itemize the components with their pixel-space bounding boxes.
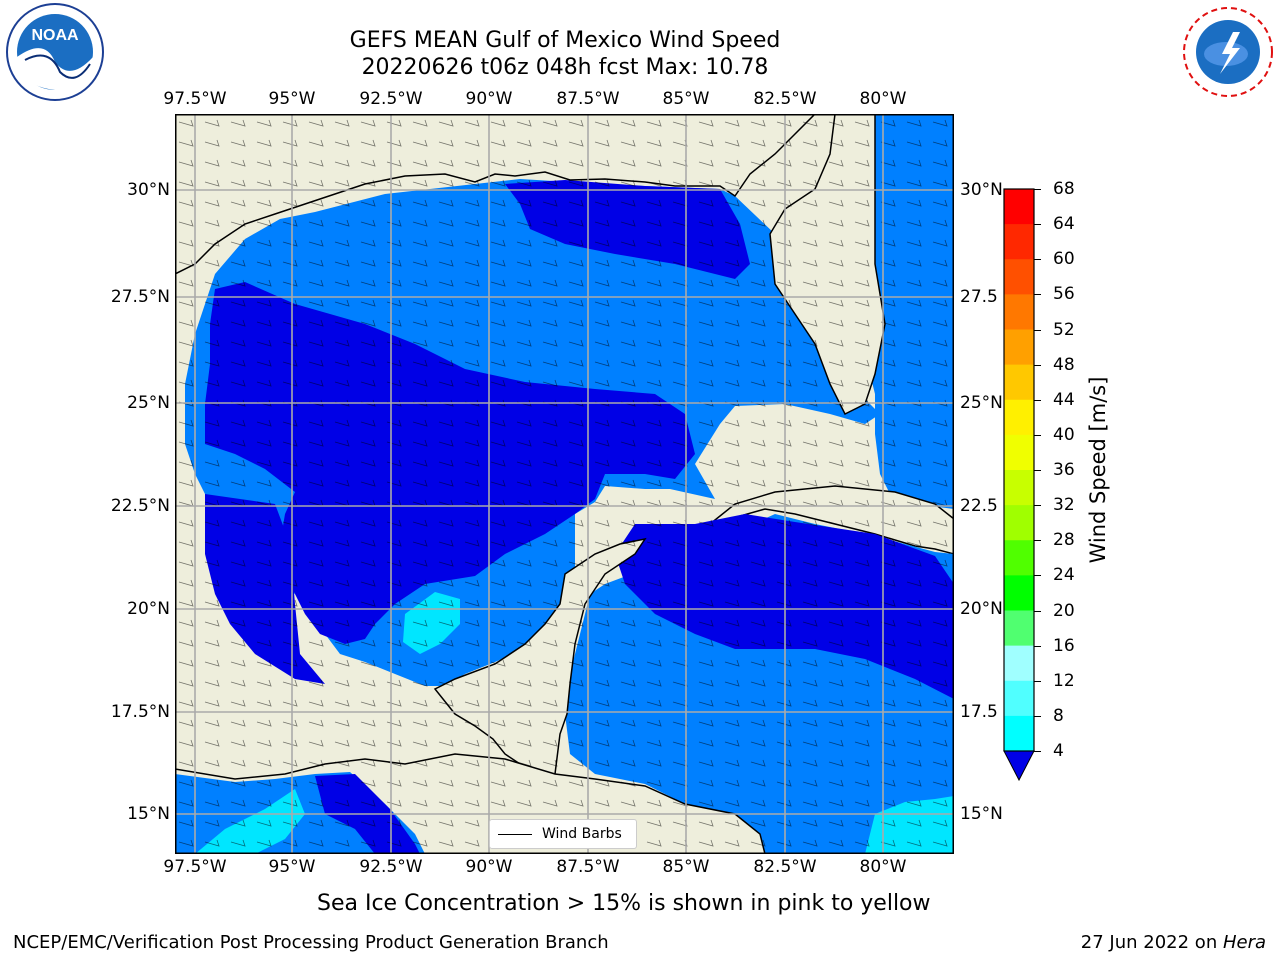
- colorbar-segment: [1004, 470, 1034, 506]
- colorbar-tick-label: 40: [1053, 424, 1075, 445]
- colorbar-segment: [1004, 224, 1034, 260]
- colorbar-segment: [1004, 259, 1034, 295]
- colorbar-segment: [1004, 189, 1034, 225]
- lon-tick-top: 90°W: [465, 89, 513, 109]
- lon-tick-top: 82.5°W: [753, 89, 817, 109]
- lon-tick-bottom: 90°W: [465, 857, 513, 877]
- colorbar-tick-label: 44: [1053, 389, 1075, 410]
- colorbar-tick-mark: [1034, 470, 1041, 471]
- colorbar-tick-label: 28: [1053, 530, 1075, 551]
- colorbar-segment: [1004, 540, 1034, 576]
- lat-tick-left: 27.5°N: [110, 287, 170, 307]
- colorbar-tick-label: 32: [1053, 495, 1075, 516]
- graticule: [175, 114, 954, 854]
- lat-tick-right: 22.5: [960, 496, 998, 516]
- colorbar-tick-mark: [1034, 329, 1041, 331]
- colorbar-tick-label: 36: [1053, 460, 1075, 480]
- colorbar-tick-label: 24: [1053, 565, 1075, 586]
- colorbar-tick-label: 64: [1053, 214, 1075, 235]
- sea-ice-caption: Sea Ice Concentration > 15% is shown in …: [317, 891, 931, 916]
- colorbar-segment: [1004, 505, 1034, 541]
- colorbar-tick-mark: [1034, 751, 1041, 752]
- noaa-logo: NOAA: [5, 2, 105, 106]
- lon-tick-top: 97.5°W: [163, 89, 227, 109]
- lat-tick-right: 25°N: [960, 393, 1003, 413]
- colorbar-segment: [1004, 399, 1034, 436]
- map-subtitle: 20220626 t06z 048h fcst Max: 10.78: [361, 55, 769, 80]
- colorbar-tick-mark: [1034, 224, 1041, 226]
- lat-tick-left: 20°N: [127, 599, 170, 619]
- lat-tick-left: 17.5°N: [110, 702, 170, 722]
- colorbar-extend-arrow: [1003, 750, 1035, 782]
- lon-tick-bottom: 95°W: [268, 857, 316, 877]
- colorbar-tick-mark: [1034, 259, 1041, 261]
- colorbar-tick-label: 68: [1053, 179, 1075, 199]
- colorbar-tick-mark: [1034, 645, 1041, 647]
- lon-tick-top: 80°W: [859, 89, 907, 109]
- footer-date-text: 27 Jun 2022 on: [1080, 932, 1223, 953]
- colorbar-tick-label: 12: [1053, 670, 1075, 691]
- map-legend: Wind Barbs: [489, 819, 637, 849]
- colorbar-tick-label: 8: [1053, 705, 1064, 726]
- colorbar-segment: [1004, 329, 1034, 366]
- footer-machine: Hera: [1222, 932, 1266, 953]
- colorbar-segment: [1004, 645, 1034, 682]
- colorbar-tick-mark: [1034, 364, 1041, 366]
- colorbar-segment: [1004, 364, 1034, 401]
- colorbar-segment: [1004, 610, 1034, 647]
- lon-tick-top: 95°W: [268, 89, 316, 109]
- colorbar-segment: [1004, 715, 1034, 752]
- footer-credit: NCEP/EMC/Verification Post Processing Pr…: [13, 932, 609, 953]
- lat-tick-right: 17.5: [960, 702, 998, 722]
- lat-tick-left: 30°N: [127, 180, 170, 200]
- colorbar-tick-label: 56: [1053, 284, 1075, 305]
- lon-tick-bottom: 97.5°W: [163, 857, 227, 877]
- colorbar-label: Wind Speed [m/s]: [1086, 376, 1110, 564]
- colorbar-tick-mark: [1034, 610, 1041, 612]
- wind-barb-legend-line: [498, 833, 532, 835]
- lat-tick-right: 15°N: [960, 804, 1003, 824]
- colorbar-tick-label: 60: [1053, 249, 1075, 270]
- lon-tick-bottom: 82.5°W: [753, 857, 817, 877]
- lon-tick-top: 85°W: [662, 89, 710, 109]
- lon-tick-top: 87.5°W: [556, 89, 620, 109]
- colorbar-tick-mark: [1034, 434, 1041, 436]
- colorbar-tick-label: 48: [1053, 354, 1075, 375]
- lat-tick-right: 20°N: [960, 599, 1003, 619]
- colorbar-segment: [1004, 575, 1034, 611]
- lat-tick-left: 25°N: [127, 393, 170, 413]
- lon-tick-bottom: 92.5°W: [359, 857, 423, 877]
- lon-tick-bottom: 80°W: [859, 857, 907, 877]
- colorbar-segment: [1004, 434, 1034, 471]
- colorbar-tick-mark: [1034, 540, 1041, 542]
- legend-label: Wind Barbs: [542, 826, 622, 842]
- lon-tick-top: 92.5°W: [359, 89, 423, 109]
- nws-logo: [1178, 2, 1278, 106]
- colorbar-tick-mark: [1034, 505, 1041, 507]
- colorbar-tick-mark: [1034, 294, 1041, 296]
- wind-speed-map: [175, 114, 954, 854]
- lon-tick-bottom: 87.5°W: [556, 857, 620, 877]
- lat-tick-right: 27.5: [960, 287, 998, 307]
- colorbar-tick-label: 16: [1053, 635, 1075, 656]
- colorbar-tick-mark: [1034, 399, 1041, 401]
- svg-text:NOAA: NOAA: [31, 27, 79, 44]
- colorbar-tick-mark: [1034, 715, 1041, 717]
- map-title: GEFS MEAN Gulf of Mexico Wind Speed: [349, 28, 781, 53]
- colorbar-tick-label: 4: [1053, 741, 1064, 761]
- colorbar-segment: [1004, 680, 1034, 717]
- lat-tick-left: 15°N: [127, 804, 170, 824]
- footer-date: 27 Jun 2022 on Hera: [1081, 932, 1266, 953]
- colorbar-tick-mark: [1034, 575, 1041, 577]
- colorbar: [1003, 188, 1035, 782]
- colorbar-segment: [1004, 294, 1034, 330]
- colorbar-tick-mark: [1034, 189, 1041, 190]
- lon-tick-bottom: 85°W: [662, 857, 710, 877]
- colorbar-tick-label: 20: [1053, 600, 1075, 621]
- lat-tick-right: 30°N: [960, 180, 1003, 200]
- colorbar-tick-label: 52: [1053, 319, 1075, 340]
- lat-tick-left: 22.5°N: [110, 496, 170, 516]
- colorbar-tick-mark: [1034, 680, 1041, 682]
- wind-barbs-overlay: [175, 114, 954, 854]
